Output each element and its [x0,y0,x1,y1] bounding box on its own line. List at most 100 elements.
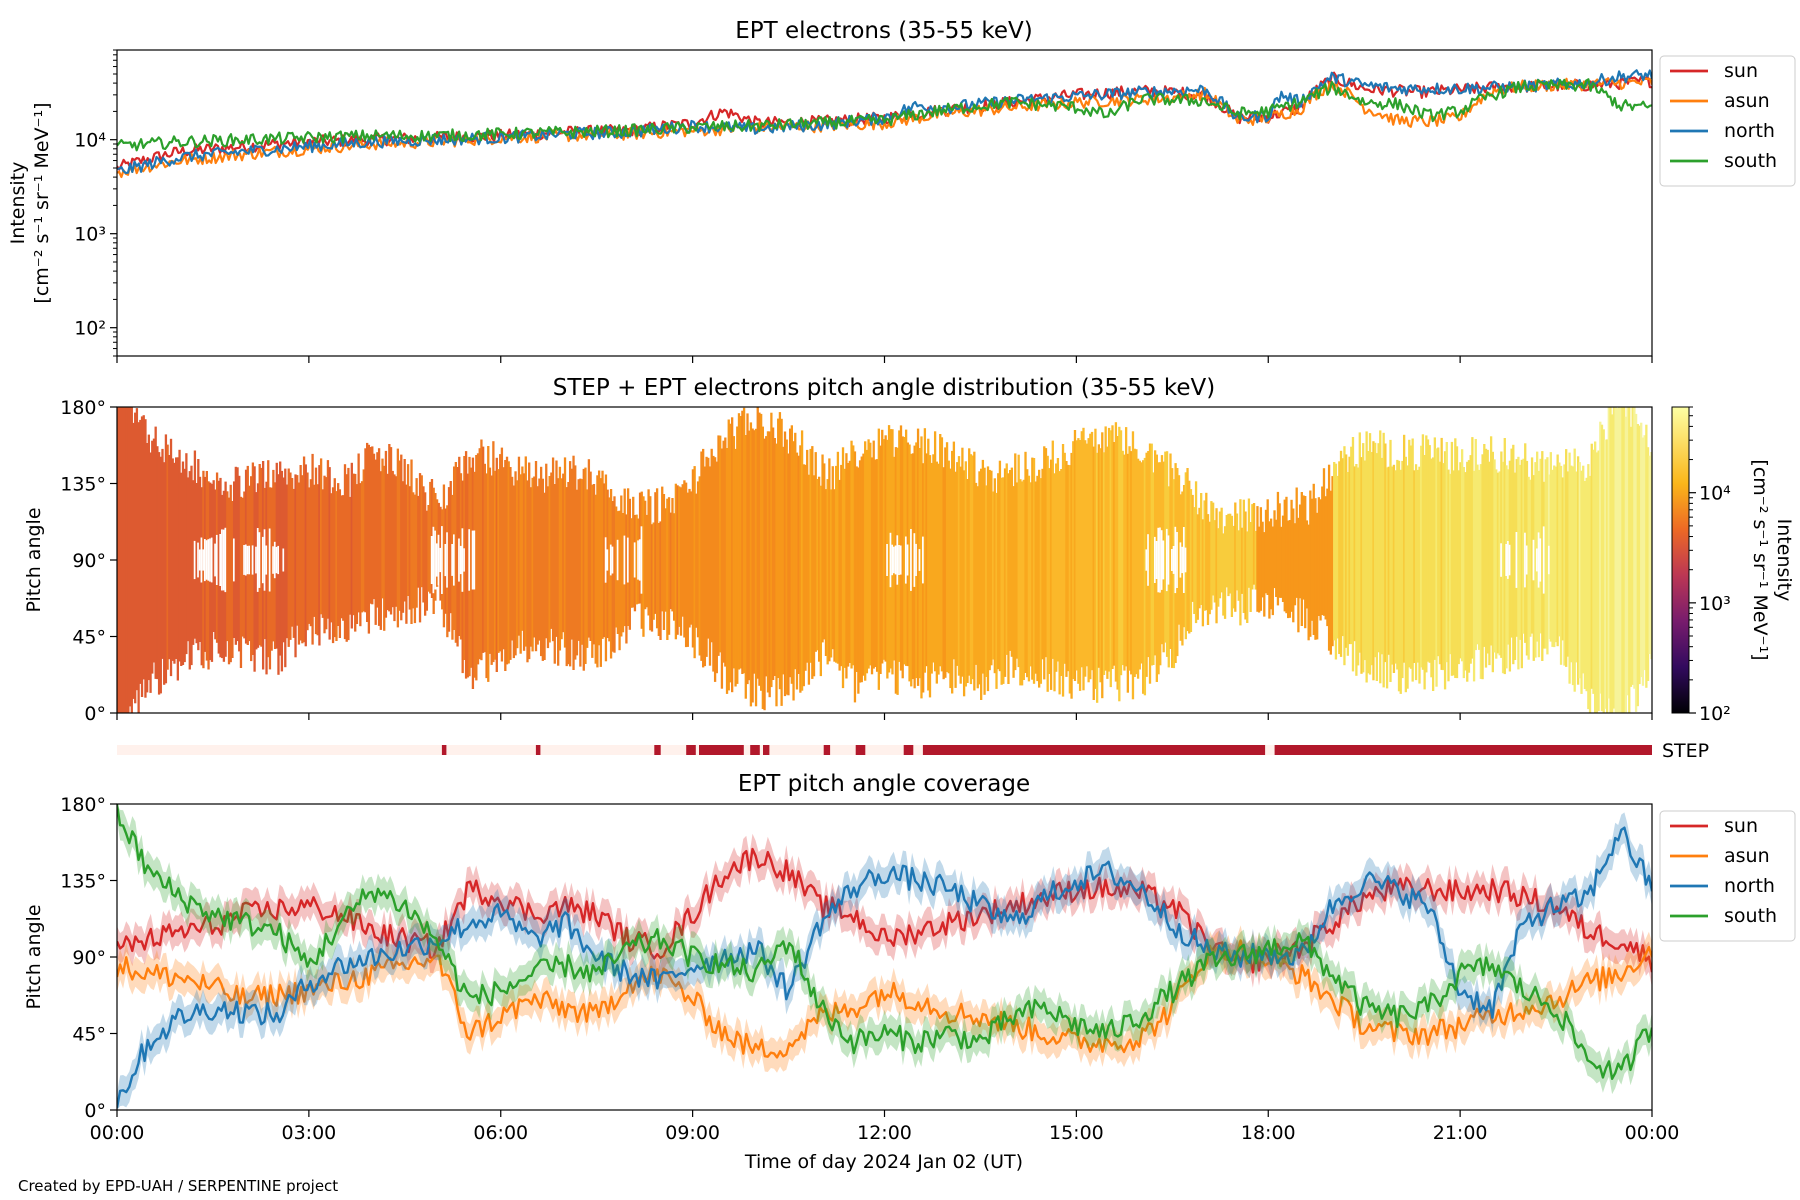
pad-heat-gap [616,539,620,581]
pad-heat-column [369,447,372,604]
pad-heat-column [285,484,289,639]
pad-heat-column [1237,530,1240,601]
pad-heat-column [1118,426,1121,702]
pad-heat-column [1220,507,1223,593]
pad-heat-column [1254,530,1257,590]
pad-heat-column [142,415,145,680]
pad-heat-column [683,480,686,638]
pad-heat-column [1474,439,1477,651]
pad-heat-column [292,488,295,638]
pad-heat-column [920,436,923,699]
pad-heat-column [396,448,400,628]
pad-heat-column [1576,456,1580,685]
pad-heat-column [1089,433,1092,680]
pad-heat-column [483,463,486,653]
pad-heat-column [1472,470,1476,682]
pad-heat-column [1428,445,1431,663]
pad-heat-column [853,451,857,703]
pad-heat-column [1594,441,1597,713]
pad-heat-column [1278,503,1281,598]
pad-heat-column [1043,446,1046,680]
pad-heat-column [1292,508,1295,623]
pad-heat-column [702,448,705,668]
pad-heat-column [190,465,193,666]
pad-heat-column [954,471,957,688]
pad-heat-column [171,458,174,661]
pad-heat-column [1305,520,1309,609]
pad-heat-gap [640,526,643,594]
step-bar-segments [441,745,1652,755]
pad-heat-column [521,466,524,631]
pad-heat-column [667,497,671,635]
y-tick-label: 10⁴ [74,130,106,152]
coverage-line-north [117,826,1652,1109]
pad-heat-column [151,440,154,674]
pad-heat-column [1370,452,1373,666]
pad-heat-column [372,453,376,600]
pad-heat-column [1646,447,1650,681]
pad-heat-column [720,448,724,689]
coverage-axes-frame [116,803,1653,1111]
pad-heat-column [766,431,770,693]
x-tick-label: 00:00 [1625,1122,1680,1144]
pad-heat-column [1068,465,1072,694]
pad-heat-column [1256,506,1259,612]
legend-label-north: north [1724,875,1775,897]
pad-heat-column [1365,431,1368,683]
pad-heat-gap [251,545,255,575]
pad-heat-column [599,478,602,667]
y-tick-label: 0° [84,703,106,725]
pad-heat-column [1597,450,1600,712]
pad-heat-column [1000,477,1003,685]
pad-y-ticks: 0° 45° 90° 135° 180° [60,397,117,725]
pad-heat-column [1297,517,1300,633]
pad-heat-column [1251,504,1254,590]
pad-heat-gap [193,540,197,580]
pad-heat-column [942,467,945,680]
pad-heat-column [1298,504,1302,599]
pad-heat-column [120,407,123,713]
pad-heat-column [1401,460,1404,679]
pad-heat-column [229,484,232,663]
pad-heat-column [742,407,746,674]
pad-heat-column [584,467,587,664]
pad-heat-column [1206,514,1210,625]
pad-heat-column [186,477,190,642]
pad-heat-column [546,486,550,649]
pad-heat-gap [435,543,439,577]
pad-heat-column [270,487,273,651]
pad-heat-column [1128,446,1131,671]
pad-heat-column [1039,478,1043,684]
pad-heat-column [649,496,652,631]
pad-heat-column [1602,429,1605,713]
step-segment [686,745,696,755]
pad-heat-column [748,430,751,681]
pad-heat-column [354,473,357,632]
pad-heat-column [383,465,386,631]
pad-heat-column [1517,456,1520,670]
pad-heat-column [541,478,544,661]
pad-heat-gap [609,544,613,576]
pad-heat-column [968,448,971,676]
pad-heat-gap [446,532,449,588]
pad-heat-column [964,461,967,687]
pad-heat-column [1048,468,1051,674]
intensity-line-north [117,69,1652,175]
pad-heat-column [1191,494,1194,602]
pad-heat-column [1235,513,1239,591]
pad-heat-column [1578,462,1581,679]
pad-heat-column [1534,462,1537,658]
pad-heat-column [800,430,804,691]
pad-heat-column [1633,407,1636,689]
pad-heat-column [169,438,173,677]
pad-heat-column [1551,469,1554,647]
pad-heat-column [630,518,633,608]
pad-heat-column [1375,453,1379,681]
pad-heat-column [568,461,572,667]
pad-heat-column [1261,521,1264,598]
pad-heat-column [1331,476,1334,647]
pad-heat-column [816,479,819,651]
pad-heat-column [377,448,381,626]
pad-heat-column [1462,467,1465,679]
pad-heat-column [1554,466,1558,643]
